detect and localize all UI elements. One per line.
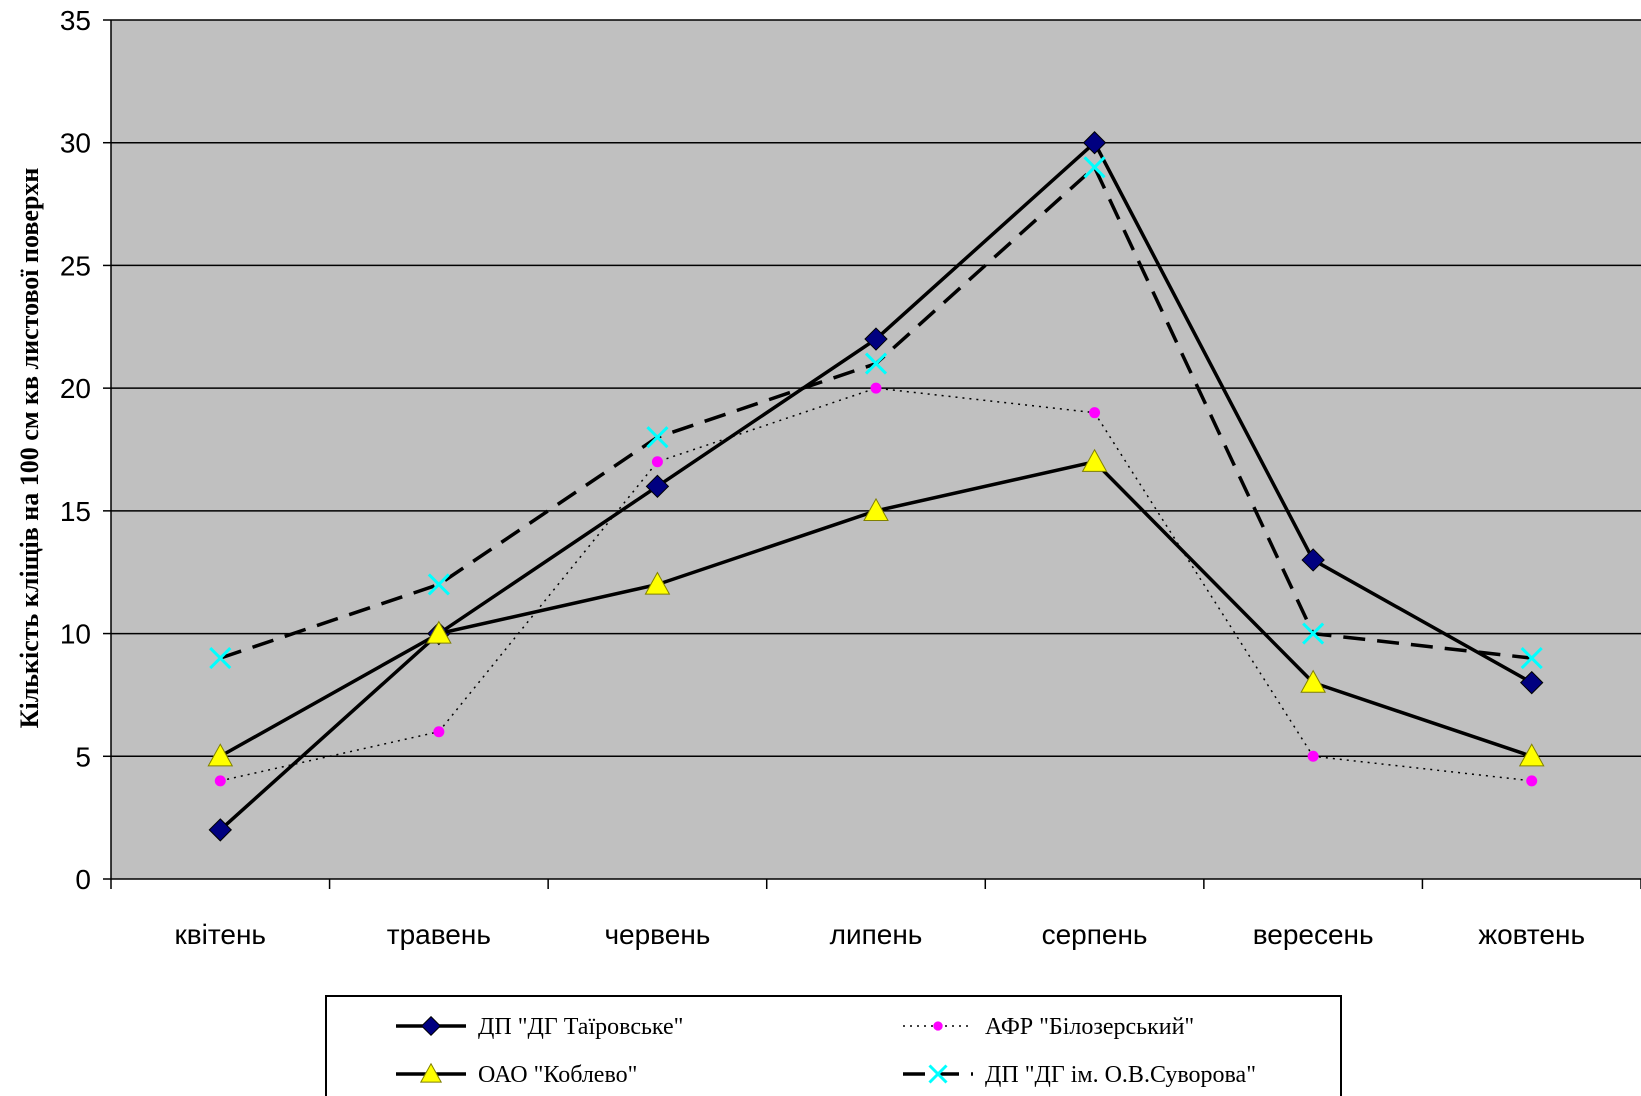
series-3-point-4-b xyxy=(1083,156,1106,179)
series-1-point-1 xyxy=(433,726,445,738)
y-tick-label-0: 0 xyxy=(75,864,91,895)
legend-box xyxy=(325,995,1342,1096)
series-1-point-6 xyxy=(1526,775,1538,787)
series-3-point-3-b xyxy=(864,352,888,375)
y-tick-label-35: 35 xyxy=(60,5,91,36)
x-tick-labels: квітень травень червень липень серпень вересе… xyxy=(175,919,1586,950)
series-group xyxy=(207,131,1545,842)
series-2-point-4 xyxy=(1081,448,1108,472)
legend-label-1: АФР "Білозерський" xyxy=(985,1014,1194,1040)
series-0-point-5 xyxy=(1301,548,1325,572)
legend-label-2: ОАО "Коблево" xyxy=(478,1062,637,1088)
series-2-point-3 xyxy=(863,497,889,521)
series-3 xyxy=(209,156,1543,670)
series-1 xyxy=(214,382,1538,787)
series-0-point-4 xyxy=(1082,131,1107,155)
legend-swatch-marker-1 xyxy=(933,1021,943,1031)
x-tick-label-2: червень xyxy=(604,919,710,950)
x-tick-label-0: квітень xyxy=(175,919,266,950)
series-2-point-0 xyxy=(207,743,234,767)
series-1-point-2 xyxy=(651,456,663,468)
x-tick-label-6: жовтень xyxy=(1478,919,1585,950)
series-3-point-1-b xyxy=(427,573,450,596)
y-tick-label-10: 10 xyxy=(60,619,91,650)
series-2-point-1 xyxy=(426,620,452,644)
legend-swatch-marker-0 xyxy=(420,1015,442,1037)
series-2-point-6 xyxy=(1518,743,1545,767)
series-1-point-3 xyxy=(870,382,882,394)
axes xyxy=(103,19,1641,889)
series-3-point-3 xyxy=(864,352,888,375)
series-0-point-6 xyxy=(1520,670,1544,695)
series-3-point-0-b xyxy=(209,647,232,670)
series-0-point-3 xyxy=(864,327,888,351)
legend-label-3: ДП "ДГ ім. О.В.Суворова" xyxy=(985,1062,1256,1088)
series-3-point-5 xyxy=(1302,622,1325,645)
legend-swatch-marker-2 xyxy=(419,1062,443,1083)
y-tick-label-25: 25 xyxy=(60,250,91,281)
series-3-point-6 xyxy=(1520,647,1543,670)
series-1-point-4 xyxy=(1089,407,1101,419)
series-1-point-5 xyxy=(1307,750,1319,762)
series-2-point-5 xyxy=(1300,669,1326,693)
legend-label-0: ДП "ДГ Таїровське" xyxy=(478,1014,683,1040)
y-tick-label-20: 20 xyxy=(60,373,91,404)
y-tick-labels: 0 5 10 15 20 25 30 35 xyxy=(60,5,91,895)
x-tick-label-1: травень xyxy=(387,919,491,950)
y-tick-label-15: 15 xyxy=(60,496,91,527)
series-3-point-4 xyxy=(1083,156,1106,179)
series-3-point-6-b xyxy=(1520,647,1543,670)
series-3-point-2 xyxy=(646,426,669,449)
series-0-point-0 xyxy=(208,818,232,842)
x-tick-label-5: вересень xyxy=(1253,919,1374,950)
y-axis-label: Кількість кліщів на 100 см кв листової п… xyxy=(15,168,44,729)
legend: ДП "ДГ Таїровське" АФР "Білозерський" ОАО … xyxy=(325,995,1342,1096)
x-tick-label-4: серпень xyxy=(1042,919,1148,950)
series-3-point-2-b xyxy=(646,426,669,449)
series-3-point-5-b xyxy=(1302,622,1325,645)
y-tick-label-5: 5 xyxy=(75,741,91,772)
series-3-point-1 xyxy=(427,573,450,596)
legend-swatch-marker-3 xyxy=(928,1064,948,1084)
series-0-point-2 xyxy=(645,474,670,499)
series-2 xyxy=(207,448,1545,767)
x-tick-label-3: липень xyxy=(830,919,923,950)
legend-swatch-marker-3-b xyxy=(928,1064,948,1084)
plot-area xyxy=(111,20,1641,879)
series-1-point-0 xyxy=(214,775,226,787)
series-3-point-0 xyxy=(209,647,232,670)
series-2-point-2 xyxy=(644,571,671,595)
y-tick-label-30: 30 xyxy=(60,128,91,159)
